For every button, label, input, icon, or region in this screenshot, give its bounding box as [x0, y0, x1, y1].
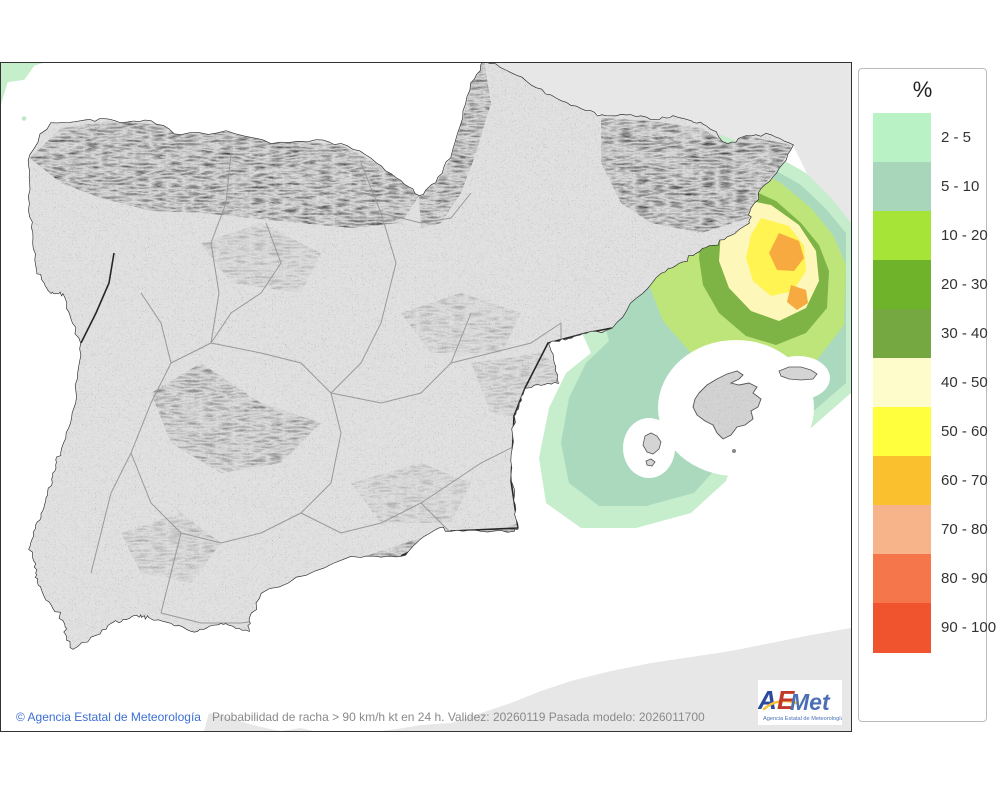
svg-text:Met: Met — [790, 689, 831, 715]
svg-text:Agencia Estatal de Meteorologí: Agencia Estatal de Meteorología — [763, 716, 842, 722]
svg-text:A: A — [758, 685, 777, 715]
